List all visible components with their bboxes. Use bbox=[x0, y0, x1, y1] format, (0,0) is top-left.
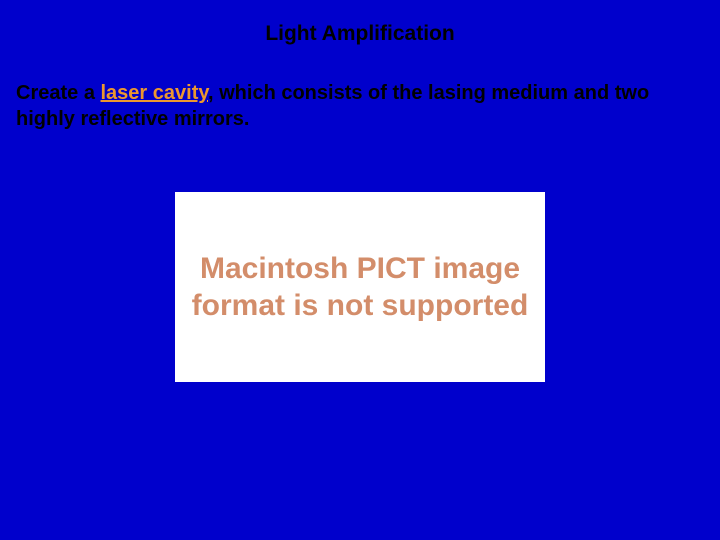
body-highlight: laser cavity bbox=[101, 82, 209, 104]
slide-body: Create a laser cavity, which consists of… bbox=[16, 80, 690, 132]
placeholder-text: Macintosh PICT image format is not suppo… bbox=[175, 250, 545, 325]
slide-title: Light Amplification bbox=[0, 22, 720, 46]
image-placeholder: Macintosh PICT image format is not suppo… bbox=[175, 192, 545, 382]
slide: Light Amplification Create a laser cavit… bbox=[0, 0, 720, 540]
body-prefix: Create a bbox=[16, 82, 101, 104]
